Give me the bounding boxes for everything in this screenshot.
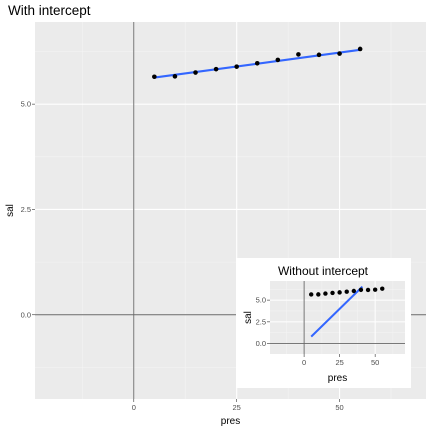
inset-chart-title: Without intercept <box>278 264 369 278</box>
data-point <box>358 47 363 52</box>
inset-chart: Without intercept 0 25 50 0.0 2.5 5.0 pres s… <box>236 258 411 388</box>
data-point <box>173 74 178 79</box>
data-point <box>323 291 327 295</box>
y-tick-label: 2.5 <box>21 205 31 214</box>
main-x-axis: 0 25 50 <box>132 399 344 412</box>
data-point <box>337 51 342 56</box>
data-point <box>234 64 239 69</box>
main-chart-title: With intercept <box>8 3 91 18</box>
main-y-axis: 0.0 2.5 5.0 <box>21 100 35 320</box>
data-point <box>214 67 219 72</box>
data-point <box>276 58 281 63</box>
data-point <box>316 292 320 296</box>
data-point <box>352 289 356 293</box>
x-tick-label: 25 <box>233 403 241 412</box>
main-x-axis-title: pres <box>221 416 240 427</box>
y-tick-label: 5.0 <box>256 296 266 305</box>
y-tick-label: 0.0 <box>21 310 31 319</box>
inset-x-axis-title: pres <box>328 373 347 384</box>
x-tick-label: 50 <box>335 403 343 412</box>
main-y-axis-title: sal <box>5 204 16 217</box>
data-point <box>345 289 349 293</box>
data-point <box>152 74 157 79</box>
data-point <box>193 70 198 75</box>
data-point <box>373 287 377 291</box>
y-tick-label: 5.0 <box>21 100 31 109</box>
data-point <box>359 288 363 292</box>
data-point <box>317 53 322 58</box>
y-tick-label: 2.5 <box>256 317 266 326</box>
data-point <box>380 287 384 291</box>
data-point <box>330 291 334 295</box>
x-tick-label: 50 <box>371 358 379 367</box>
x-tick-label: 0 <box>132 403 136 412</box>
x-tick-label: 25 <box>335 358 343 367</box>
data-point <box>337 290 341 294</box>
x-tick-label: 0 <box>302 358 306 367</box>
y-tick-label: 0.0 <box>256 339 266 348</box>
data-point <box>309 292 313 296</box>
data-point <box>366 288 370 292</box>
inset-y-axis-title: sal <box>243 311 254 324</box>
data-point <box>296 52 301 57</box>
data-point <box>255 61 260 66</box>
